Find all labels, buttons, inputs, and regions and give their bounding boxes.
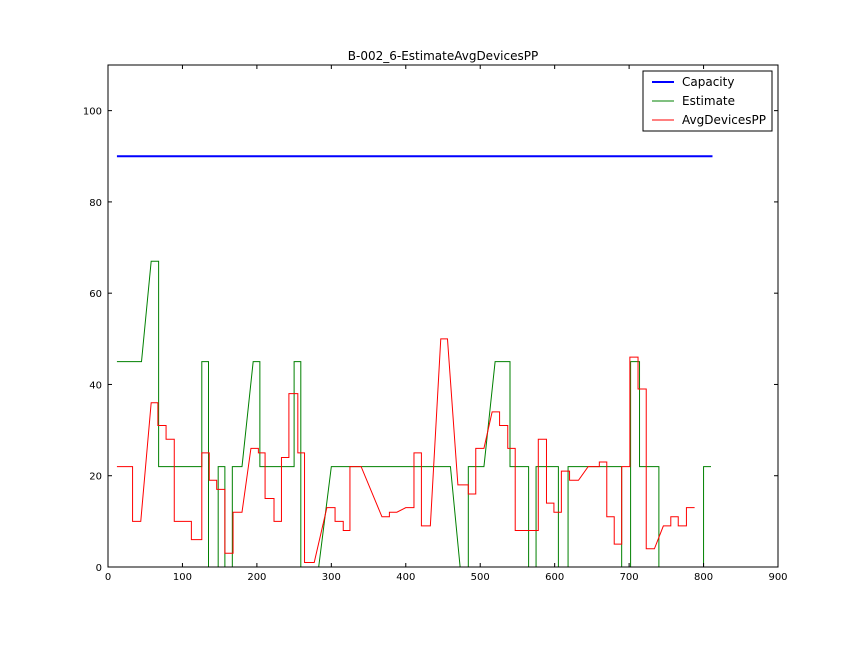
x-tick-label: 200 [247,572,266,583]
x-tick-label: 400 [396,572,415,583]
y-tick-label: 20 [89,472,102,483]
series-line-avgdevicespp [116,338,695,563]
axes-layer: 0 100 200 300 400 500 600 700 800 900 0 20 40 60 80 100 [83,64,788,583]
y-tick-label: 0 [96,563,102,574]
x-tick-label: 100 [173,572,192,583]
x-tick-label: 500 [471,572,490,583]
series-line-estimate [116,260,711,567]
x-tick-label: 300 [322,572,341,583]
legend-label-avgdevicespp: AvgDevicesPP [682,113,766,127]
y-tick-label: 40 [89,380,102,391]
x-tick-label: 600 [545,572,564,583]
x-tick-label: 800 [694,572,713,583]
legend-label-capacity: Capacity [682,75,734,89]
x-tick-label: 700 [620,572,639,583]
legend-label-estimate: Estimate [682,94,735,108]
chart-title: B-002_6-EstimateAvgDevicesPP [348,49,538,63]
x-tick-label: 0 [105,572,111,583]
plot-frame [107,64,779,568]
y-tick-label: 60 [89,289,102,300]
series-layer [116,155,713,567]
x-tick-label: 900 [768,572,787,583]
y-tick-label: 80 [89,198,102,209]
legend: Capacity Estimate AvgDevicesPP [642,70,773,132]
y-tick-label: 100 [83,107,102,118]
